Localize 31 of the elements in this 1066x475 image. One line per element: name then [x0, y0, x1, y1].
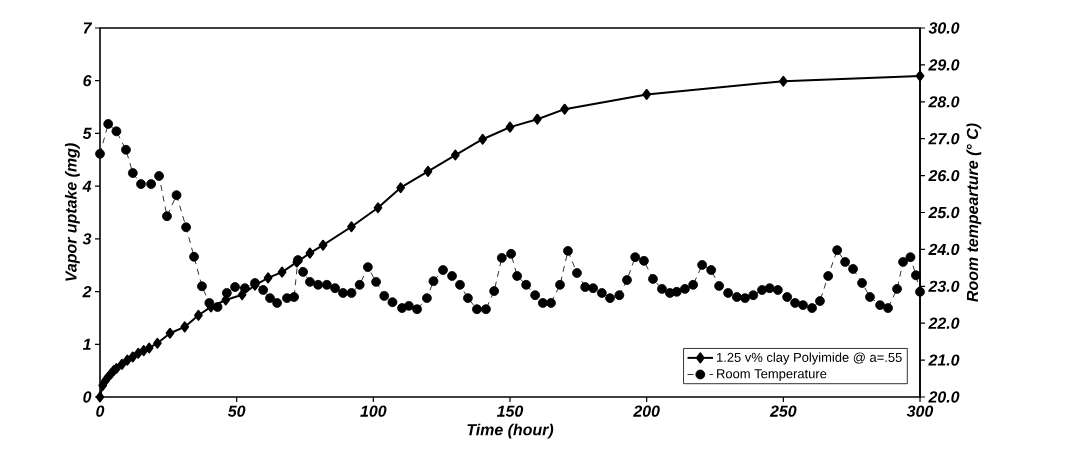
y2-tick-label: 20.0: [928, 391, 960, 403]
y2-tick-label: 29.0: [928, 59, 960, 71]
y2-tick-label: 26.0: [928, 169, 960, 182]
y-tick-label: 3: [82, 233, 92, 245]
y-tick-label: 6: [83, 75, 92, 87]
y-axis-title: Vapor uptake (mg): [64, 143, 80, 281]
y-tick-label: 2: [82, 286, 92, 298]
y-tick-label: 4: [82, 180, 92, 192]
y2-axis-title: Room tempearture (° C): [966, 123, 982, 302]
x-tick-label: 100: [360, 405, 387, 417]
x-tick-label: 0: [96, 405, 105, 417]
y-tick-label: 0: [83, 391, 92, 403]
legend-label: Room Temperature: [717, 369, 827, 381]
x-axis-title: Time (hour): [467, 423, 554, 439]
y2-tick-label: 24.0: [928, 243, 960, 256]
y2-tick-label: 27.0: [928, 133, 960, 145]
y2-tick-label: 28.0: [928, 96, 960, 108]
x-tick-label: 200: [633, 405, 660, 417]
y2-tick-label: 23.0: [928, 280, 960, 292]
x-tick-label: 300: [906, 405, 934, 417]
y2-tick-label: 25.0: [928, 206, 960, 219]
y-tick-label: 7: [83, 22, 93, 34]
y-tick-label: 1: [82, 338, 91, 350]
x-tick-label: 250: [769, 405, 797, 417]
x-tick-label: 50: [227, 405, 246, 417]
x-tick-label: 150: [496, 405, 524, 417]
y2-tick-label: 22.0: [928, 317, 960, 329]
y-tick-label: 5: [82, 127, 92, 139]
legend-label: 1.25 v% clay Polyimide @ a=.55: [717, 352, 902, 365]
y2-tick-label: 21.0: [928, 354, 960, 366]
y2-tick-label: 30.0: [928, 22, 960, 34]
